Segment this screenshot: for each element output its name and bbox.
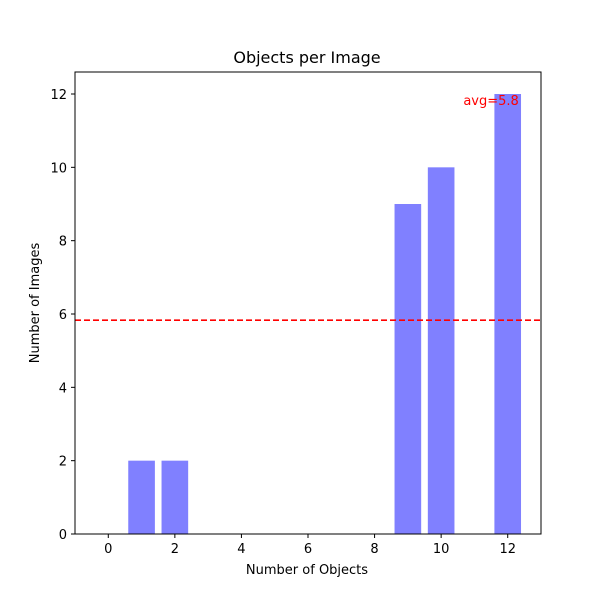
bar — [128, 460, 155, 534]
y-tick-label: 8 — [59, 235, 67, 250]
x-tick-label: 0 — [104, 542, 112, 557]
x-tick-label: 4 — [237, 542, 245, 557]
chart-title: Objects per Image — [233, 48, 380, 67]
x-axis-label: Number of Objects — [246, 563, 368, 578]
x-tick-label: 2 — [171, 542, 179, 557]
x-tick-label: 6 — [304, 542, 312, 557]
bar — [427, 167, 455, 535]
y-tick-label: 10 — [50, 161, 67, 176]
y-axis-label: Number of Images — [28, 243, 43, 364]
bar — [394, 204, 422, 534]
y-tick-label: 2 — [59, 455, 67, 470]
y-tick-label: 4 — [59, 381, 67, 396]
y-tick-label: 6 — [59, 308, 67, 323]
average-label: avg=5.8 — [463, 94, 518, 109]
x-tick-label: 10 — [433, 542, 450, 557]
bar — [494, 94, 522, 534]
x-tick-label: 12 — [499, 542, 516, 557]
y-tick-label: 0 — [59, 528, 67, 543]
plot-area: avg=5.8 0 2 4 6 8 10 12 0 2 4 6 8 10 12 — [50, 71, 542, 557]
y-tick-label: 12 — [50, 88, 67, 103]
bar — [161, 460, 189, 534]
x-tick-label: 8 — [370, 542, 378, 557]
